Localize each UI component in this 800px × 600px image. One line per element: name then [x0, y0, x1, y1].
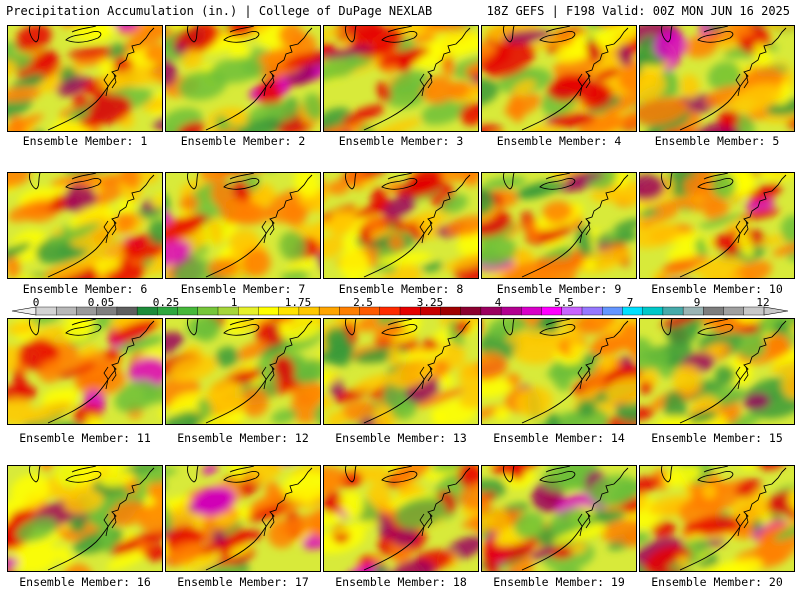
colorbar-tick-label: 0 — [32, 296, 40, 309]
precip-map — [639, 318, 795, 425]
ensemble-member-label: Ensemble Member: 19 — [493, 575, 625, 589]
colorbar-swatch — [581, 306, 603, 316]
page-title: Precipitation Accumulation (in.) | Colle… — [6, 4, 433, 18]
colorbar-swatch — [662, 306, 684, 316]
ensemble-member-label: Ensemble Member: 5 — [654, 134, 780, 148]
ensemble-member-panel: Ensemble Member: 18 — [323, 465, 479, 589]
colorbar-swatch — [238, 306, 259, 316]
colorbar-swatch — [379, 306, 401, 316]
ensemble-member-panel: Ensemble Member: 13 — [323, 318, 479, 445]
precip-map — [165, 465, 321, 572]
colorbar-swatch — [723, 306, 745, 316]
colorbar-tick-label: 1 — [230, 296, 238, 309]
colorbar-tick-label: 12 — [756, 296, 770, 309]
ensemble-member-panel: Ensemble Member: 8 — [323, 172, 479, 296]
colorbar-swatch — [318, 306, 340, 316]
ensemble-member-label: Ensemble Member: 20 — [651, 575, 783, 589]
ensemble-member-label: Ensemble Member: 8 — [338, 282, 464, 296]
precip-map — [323, 172, 479, 279]
ensemble-member-label: Ensemble Member: 13 — [335, 431, 467, 445]
precip-map — [7, 172, 163, 279]
ensemble-member-label: Ensemble Member: 9 — [496, 282, 622, 296]
colorbar-swatch — [258, 306, 280, 316]
ensemble-member-label: Ensemble Member: 3 — [338, 134, 464, 148]
precip-map — [165, 318, 321, 425]
precip-map — [481, 465, 637, 572]
colorbar — [11, 306, 789, 316]
ensemble-member-panel: Ensemble Member: 2 — [165, 25, 321, 148]
ensemble-member-panel: Ensemble Member: 3 — [323, 25, 479, 148]
ensemble-member-label: Ensemble Member: 7 — [180, 282, 306, 296]
ensemble-member-panel: Ensemble Member: 16 — [7, 465, 163, 589]
ensemble-member-panel: Ensemble Member: 12 — [165, 318, 321, 445]
ensemble-member-label: Ensemble Member: 6 — [22, 282, 148, 296]
ensemble-member-panel: Ensemble Member: 17 — [165, 465, 321, 589]
colorbar-swatch — [642, 306, 664, 316]
precip-map — [323, 25, 479, 132]
precip-map — [165, 172, 321, 279]
colorbar-tick-label: 5.5 — [554, 296, 574, 309]
ensemble-member-panel: Ensemble Member: 7 — [165, 172, 321, 296]
precip-map — [481, 25, 637, 132]
ensemble-member-label: Ensemble Member: 4 — [496, 134, 622, 148]
colorbar-tick-label: 1.75 — [284, 296, 312, 309]
ensemble-member-panel: Ensemble Member: 19 — [481, 465, 637, 589]
model-run-info: 18Z GEFS | F198 Valid: 00Z MON JUN 16 20… — [486, 4, 790, 18]
colorbar-swatch — [703, 306, 725, 316]
ensemble-member-panel: Ensemble Member: 20 — [639, 465, 795, 589]
precip-map — [481, 318, 637, 425]
precip-map — [165, 25, 321, 132]
ensemble-member-label: Ensemble Member: 10 — [651, 282, 783, 296]
ensemble-member-panel: Ensemble Member: 5 — [639, 25, 795, 148]
ensemble-member-label: Ensemble Member: 16 — [19, 575, 151, 589]
colorbar-tick-label: 2.5 — [353, 296, 373, 309]
ensemble-member-panel: Ensemble Member: 15 — [639, 318, 795, 445]
colorbar-tick-label: 9 — [693, 296, 701, 309]
precip-map — [639, 25, 795, 132]
colorbar-swatch — [56, 306, 77, 316]
ensemble-member-label: Ensemble Member: 18 — [335, 575, 467, 589]
precip-map — [323, 318, 479, 425]
colorbar-swatch — [521, 306, 543, 316]
precip-map — [639, 172, 795, 279]
colorbar-swatch — [440, 306, 462, 316]
ensemble-member-label: Ensemble Member: 2 — [180, 134, 306, 148]
ensemble-member-label: Ensemble Member: 14 — [493, 431, 625, 445]
colorbar-swatch — [460, 306, 482, 316]
ensemble-member-panel: Ensemble Member: 9 — [481, 172, 637, 296]
colorbar-swatch — [197, 306, 219, 316]
colorbar-tick-label: 3.25 — [416, 296, 444, 309]
precip-map — [323, 465, 479, 572]
precip-map — [7, 25, 163, 132]
colorbar-swatch — [500, 306, 522, 316]
ensemble-member-panel: Ensemble Member: 11 — [7, 318, 163, 445]
precip-map — [7, 465, 163, 572]
ensemble-member-label: Ensemble Member: 11 — [19, 431, 151, 445]
ensemble-member-panel: Ensemble Member: 1 — [7, 25, 163, 148]
colorbar-tick-label: 0.05 — [87, 296, 115, 309]
ensemble-member-panel: Ensemble Member: 6 — [7, 172, 163, 296]
colorbar-right-arrow — [763, 306, 789, 316]
ensemble-member-label: Ensemble Member: 17 — [177, 575, 309, 589]
ensemble-member-panel: Ensemble Member: 14 — [481, 318, 637, 445]
colorbar-tick-label: 7 — [626, 296, 634, 309]
precip-map — [481, 172, 637, 279]
colorbar-swatch — [602, 306, 623, 316]
ensemble-member-label: Ensemble Member: 12 — [177, 431, 309, 445]
ensemble-member-panel: Ensemble Member: 10 — [639, 172, 795, 296]
ensemble-member-label: Ensemble Member: 15 — [651, 431, 783, 445]
colorbar-tick-label: 4 — [494, 296, 502, 309]
colorbar-swatch — [177, 306, 199, 316]
ensemble-member-label: Ensemble Member: 1 — [22, 134, 148, 148]
ensemble-member-panel: Ensemble Member: 4 — [481, 25, 637, 148]
colorbar-swatch — [116, 306, 138, 316]
colorbar-tick-label: 0.25 — [152, 296, 180, 309]
precip-map — [7, 318, 163, 425]
precip-map — [639, 465, 795, 572]
